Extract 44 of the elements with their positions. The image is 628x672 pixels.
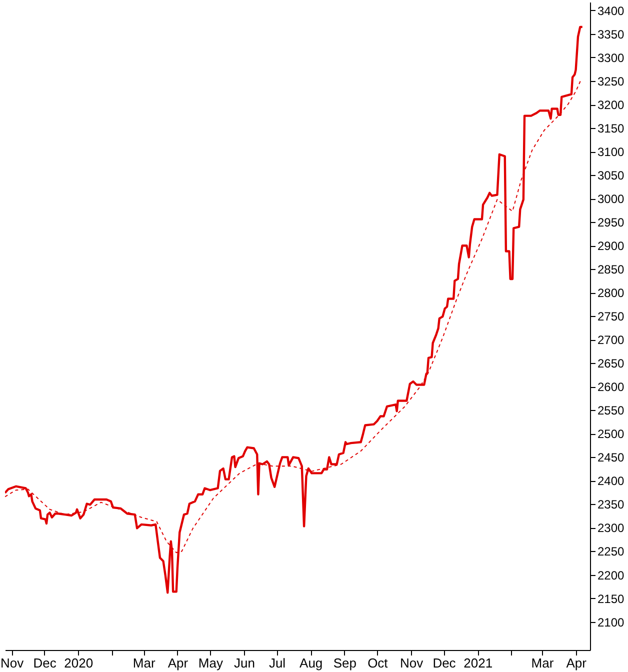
y-tick-label: 3050 xyxy=(598,168,625,183)
y-tick-label: 2600 xyxy=(598,380,625,394)
y-tick-label: 2700 xyxy=(598,333,625,348)
y-tick-label: 2400 xyxy=(598,474,625,488)
y-tick-label: 2800 xyxy=(598,286,625,300)
x-tick-label: Aug xyxy=(300,656,323,670)
y-tick-label: 2850 xyxy=(598,262,625,277)
y-tick-label: 2100 xyxy=(598,615,625,630)
y-tick-label: 2900 xyxy=(598,239,625,254)
y-tick-label: 2300 xyxy=(598,521,625,536)
x-tick-label: 2021 xyxy=(464,656,493,670)
x-tick-label: Jul xyxy=(268,656,286,670)
y-tick-label: 2750 xyxy=(598,310,625,324)
y-tick-label: 3100 xyxy=(598,145,625,160)
y-tick-label: 2500 xyxy=(598,427,625,442)
y-tick-label: 3400 xyxy=(598,4,625,18)
x-tick-label: 2020 xyxy=(64,656,94,670)
y-tick-label: 3000 xyxy=(598,192,625,206)
x-tick-label: Jun xyxy=(234,656,256,670)
y-tick-label: 2250 xyxy=(598,544,625,559)
x-tick-label: Nov xyxy=(400,656,424,670)
x-tick-label: Apr xyxy=(566,656,588,670)
y-tick-label: 2350 xyxy=(598,498,625,512)
x-tick-label: May xyxy=(198,656,224,670)
y-tick-label: 3300 xyxy=(598,50,625,65)
x-tick-label: Nov xyxy=(0,656,24,670)
y-tick-label: 3350 xyxy=(598,27,625,42)
y-tick-label: 2150 xyxy=(598,592,625,606)
y-tick-label: 2550 xyxy=(598,404,625,418)
x-tick-label: Mar xyxy=(132,656,156,670)
x-tick-label: Dec xyxy=(33,656,57,670)
y-tick-label: 2650 xyxy=(598,356,625,371)
x-tick-label: Mar xyxy=(531,656,554,670)
line-series xyxy=(5,26,584,594)
y-tick-label: 2450 xyxy=(598,450,625,465)
y-tick-label: 3250 xyxy=(598,74,625,88)
y-tick-label: 2950 xyxy=(598,216,625,230)
x-tick-label: Sep xyxy=(333,656,356,670)
x-tick-label: Dec xyxy=(432,656,456,670)
x-tick-label: Oct xyxy=(368,656,388,670)
y-tick-label: 3200 xyxy=(598,98,625,112)
y-tick-label: 3150 xyxy=(598,122,625,136)
y-tick-label: 2200 xyxy=(598,568,625,582)
x-tick-label: Apr xyxy=(168,656,189,670)
